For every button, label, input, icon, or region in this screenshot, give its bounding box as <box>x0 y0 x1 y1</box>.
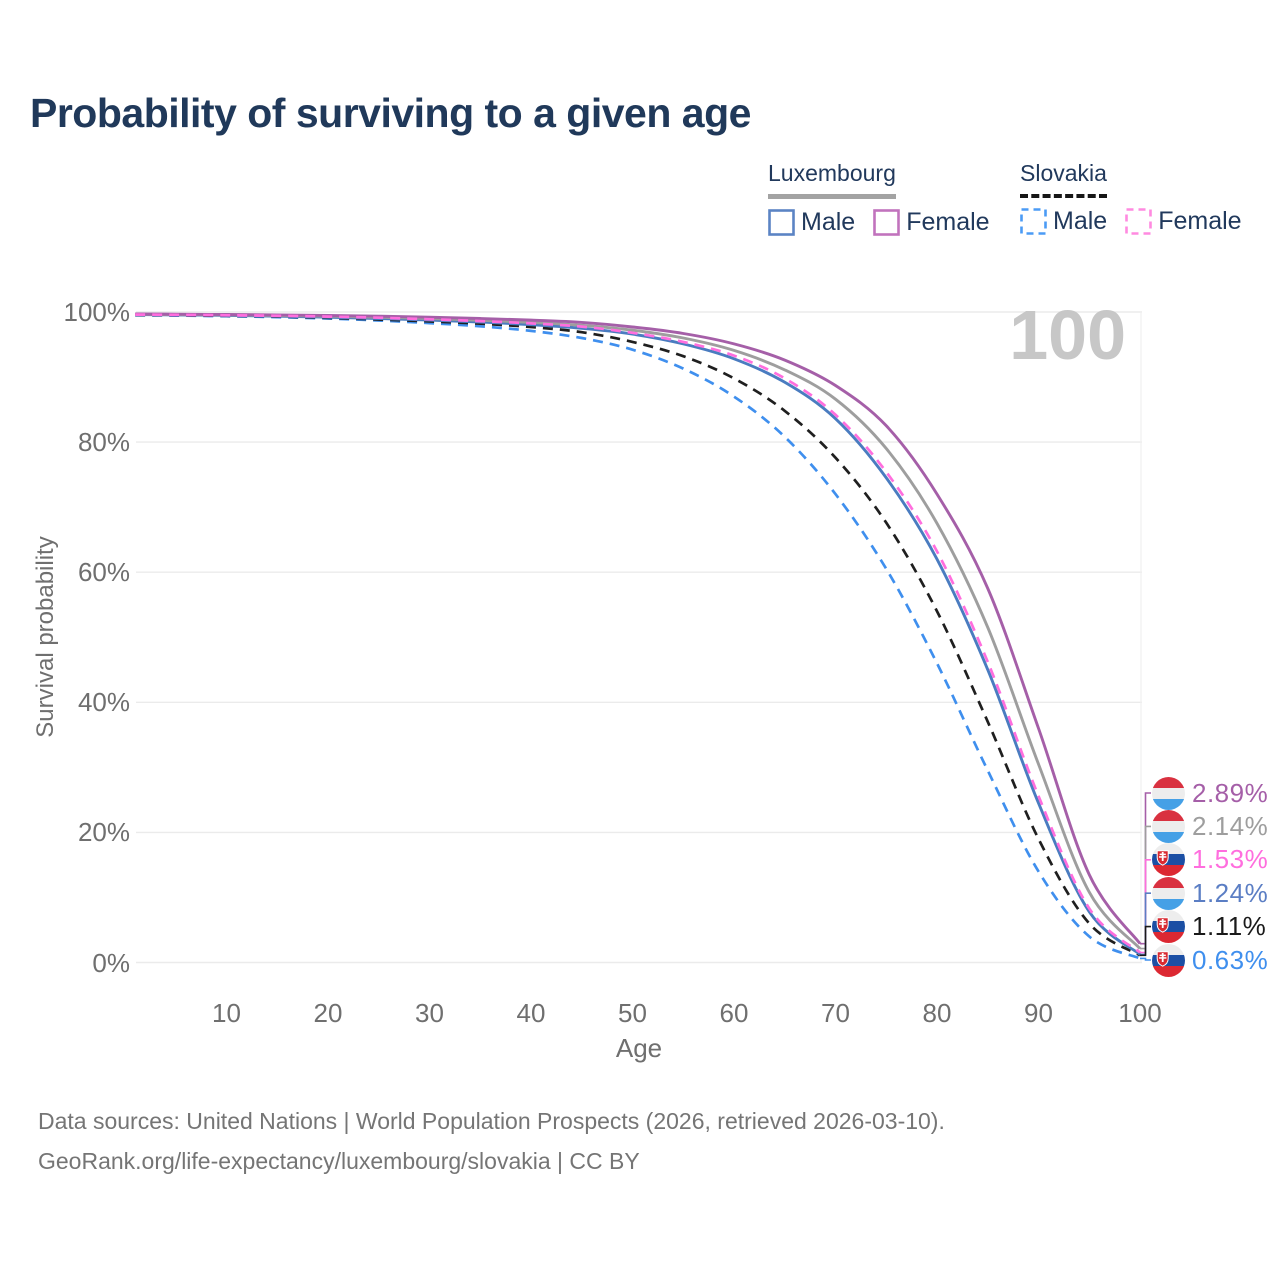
legend-item-label: Male <box>1053 207 1108 235</box>
curve-slovakia-female <box>135 313 1141 954</box>
legend-item-luxembourg-female: Female <box>873 208 990 237</box>
luxembourg-male-swatch-icon <box>768 209 795 236</box>
slovakia-flag-icon <box>1152 843 1185 877</box>
luxembourg-flag-icon <box>1152 776 1185 810</box>
legend-group-luxembourg: Luxembourg Male Female <box>768 160 1008 237</box>
legend-item-slovakia-male: Male <box>1020 207 1107 236</box>
luxembourg-flag-icon <box>1152 809 1185 843</box>
end-label-value: 1.11% <box>1192 911 1267 942</box>
legend-item-label: Female <box>1158 207 1242 235</box>
y-tick-40%: 40% <box>77 687 130 718</box>
legend-row-slovakia: Male Female <box>1020 207 1260 236</box>
y-tick-80%: 80% <box>77 427 130 458</box>
slovakia-female-swatch-icon <box>1125 208 1152 235</box>
end-label-value: 0.63% <box>1192 944 1269 975</box>
end-label-luxembourg-male: 1.24% <box>1152 876 1269 910</box>
label-connector <box>1140 892 1151 956</box>
end-label-luxembourg-total: 2.14% <box>1152 809 1269 843</box>
label-connector <box>1140 957 1151 961</box>
end-label-slovakia-male: 0.63% <box>1152 943 1269 977</box>
x-tick-60: 60 <box>719 998 749 1028</box>
y-tick-100%: 100% <box>63 297 131 327</box>
attribution-text: GeoRank.org/life-expectancy/luxembourg/s… <box>38 1148 640 1174</box>
luxembourg-flag-icon <box>1152 876 1185 910</box>
x-axis-title: Age <box>615 1033 663 1063</box>
legend-title-slovakia: Slovakia <box>1020 160 1107 198</box>
x-tick-80: 80 <box>922 998 952 1028</box>
legend-title-luxembourg: Luxembourg <box>768 160 896 199</box>
y-tick-20%: 20% <box>77 817 130 848</box>
curve-slovakia-male <box>135 313 1141 960</box>
legend-item-luxembourg-male: Male <box>768 208 855 237</box>
end-label-value: 2.89% <box>1192 777 1269 808</box>
x-tick-70: 70 <box>821 998 850 1028</box>
curve-luxembourg-total <box>135 312 1142 950</box>
x-tick-20: 20 <box>313 998 343 1028</box>
end-label-slovakia-total: 1.11% <box>1152 910 1267 944</box>
end-label-value: 1.53% <box>1192 844 1269 875</box>
end-label-luxembourg-female: 2.89% <box>1152 776 1269 810</box>
slovakia-male-swatch-icon <box>1020 208 1047 235</box>
legend-group-slovakia: Slovakia Male Female <box>1020 160 1260 236</box>
curve-slovakia-total <box>135 313 1141 957</box>
label-connector <box>1140 925 1151 957</box>
age-watermark: 100 <box>1009 296 1126 374</box>
slovakia-flag-icon <box>1152 943 1185 977</box>
y-tick-60%: 60% <box>77 557 130 588</box>
x-tick-40: 40 <box>516 998 546 1028</box>
legend-item-slovakia-female: Female <box>1125 207 1242 236</box>
end-label-value: 2.14% <box>1192 810 1269 841</box>
luxembourg-female-swatch-icon <box>873 209 900 236</box>
x-tick-30: 30 <box>415 998 444 1028</box>
page-title: Probability of surviving to a given age <box>30 90 751 136</box>
end-label-slovakia-female: 1.53% <box>1152 843 1269 877</box>
x-tick-90: 90 <box>1024 998 1053 1028</box>
legend-item-label: Male <box>801 208 856 236</box>
y-axis-title: Survival probability <box>32 536 59 738</box>
x-tick-10: 10 <box>212 998 241 1028</box>
y-tick-0%: 0% <box>92 947 130 978</box>
slovakia-flag-icon <box>1152 910 1185 944</box>
legend-row-luxembourg: Male Female <box>768 208 1008 237</box>
x-tick-50: 50 <box>618 998 647 1028</box>
data-source-text: Data sources: United Nations | World Pop… <box>38 1108 945 1134</box>
end-label-value: 1.24% <box>1192 877 1269 908</box>
x-tick-100: 100 <box>1118 998 1162 1028</box>
legend-item-label: Female <box>906 208 990 236</box>
